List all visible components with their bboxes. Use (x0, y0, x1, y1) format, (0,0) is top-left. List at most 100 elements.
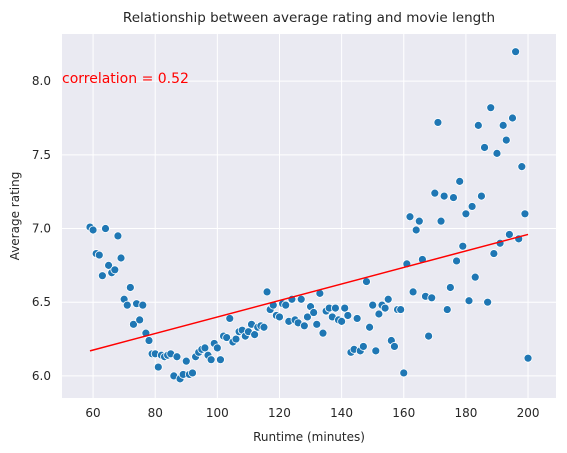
x-tick-label: 140 (330, 406, 353, 420)
data-point (452, 256, 461, 266)
data-point (414, 216, 424, 226)
data-point (374, 309, 384, 319)
data-point (523, 353, 533, 363)
data-point (153, 362, 163, 372)
x-axis-label: Runtime (minutes) (253, 430, 365, 444)
data-point (116, 253, 126, 263)
data-point (231, 334, 241, 344)
x-tick-label: 80 (148, 406, 163, 420)
data-point (445, 283, 455, 292)
data-point (405, 212, 415, 222)
data-point (470, 272, 480, 282)
data-point (467, 202, 477, 211)
data-point (299, 321, 309, 331)
data-points (85, 47, 533, 384)
data-point (480, 143, 489, 152)
data-point (489, 249, 499, 258)
data-point (200, 343, 210, 353)
plot-area (62, 34, 556, 398)
data-point (517, 162, 527, 172)
data-point (492, 148, 502, 158)
data-point (122, 300, 132, 310)
data-point (408, 287, 418, 297)
data-point (281, 300, 291, 310)
data-point (486, 103, 496, 113)
data-point (520, 209, 530, 219)
data-point (309, 308, 319, 317)
data-point (439, 191, 449, 201)
data-point (352, 314, 362, 323)
x-tick-labels: 60 80 100 120 140 160 180 200 (85, 406, 539, 420)
data-point (473, 120, 483, 130)
data-point (383, 294, 393, 304)
data-point (411, 225, 421, 235)
data-point (368, 300, 378, 310)
grid-lines (62, 34, 556, 398)
data-point (262, 287, 272, 297)
y-tick-labels: 6.0 6.5 7.0 7.5 8.0 (32, 74, 51, 383)
x-tick-label: 60 (85, 406, 100, 420)
data-point (312, 319, 322, 329)
x-tick-label: 160 (392, 406, 415, 420)
data-point (371, 346, 381, 356)
y-tick-label: 8.0 (32, 74, 51, 88)
y-tick-label: 6.5 (32, 295, 51, 309)
data-point (104, 260, 114, 270)
data-point (430, 188, 440, 198)
data-point (125, 283, 135, 292)
data-point (461, 209, 471, 219)
data-point (396, 305, 406, 314)
y-tick-label: 6.0 (32, 369, 51, 383)
data-point (296, 294, 306, 304)
data-point (337, 316, 347, 326)
data-point (101, 224, 110, 233)
data-point (424, 331, 434, 341)
data-point (511, 47, 521, 57)
data-point (212, 343, 222, 353)
data-point (498, 120, 508, 130)
x-tick-label: 180 (454, 406, 477, 420)
data-point (225, 314, 235, 323)
data-point (399, 368, 409, 378)
data-point (110, 265, 120, 275)
data-point (97, 271, 107, 281)
data-point (144, 336, 154, 345)
data-point (340, 303, 350, 313)
data-point (206, 355, 216, 365)
y-axis-label: Average rating (8, 172, 22, 261)
data-point (442, 305, 452, 314)
chart-title: Relationship between average rating and … (123, 10, 495, 26)
data-point (129, 319, 138, 329)
data-point (508, 113, 517, 123)
data-point (138, 300, 148, 310)
regression-line (89, 233, 529, 352)
data-point (458, 241, 468, 251)
data-point (172, 352, 182, 362)
data-point (365, 322, 374, 332)
data-point (318, 328, 328, 338)
data-point (455, 176, 465, 186)
x-tick-label: 200 (517, 406, 540, 420)
data-point (88, 225, 98, 235)
data-point (390, 342, 399, 351)
data-point (275, 312, 284, 322)
data-point (303, 312, 312, 322)
data-point (135, 315, 145, 325)
data-point (259, 322, 269, 332)
data-point (380, 303, 390, 313)
data-point (216, 355, 225, 365)
y-tick-label: 7.0 (32, 222, 51, 236)
data-point (427, 293, 437, 303)
data-point (433, 118, 443, 127)
data-point (449, 193, 458, 202)
data-point (188, 368, 197, 378)
data-point (477, 191, 486, 201)
y-tick-label: 7.5 (32, 148, 51, 162)
data-point (504, 230, 514, 239)
data-point (358, 342, 368, 351)
data-point (436, 216, 446, 226)
data-point (464, 296, 474, 306)
data-point (501, 135, 511, 145)
data-point (331, 303, 340, 313)
